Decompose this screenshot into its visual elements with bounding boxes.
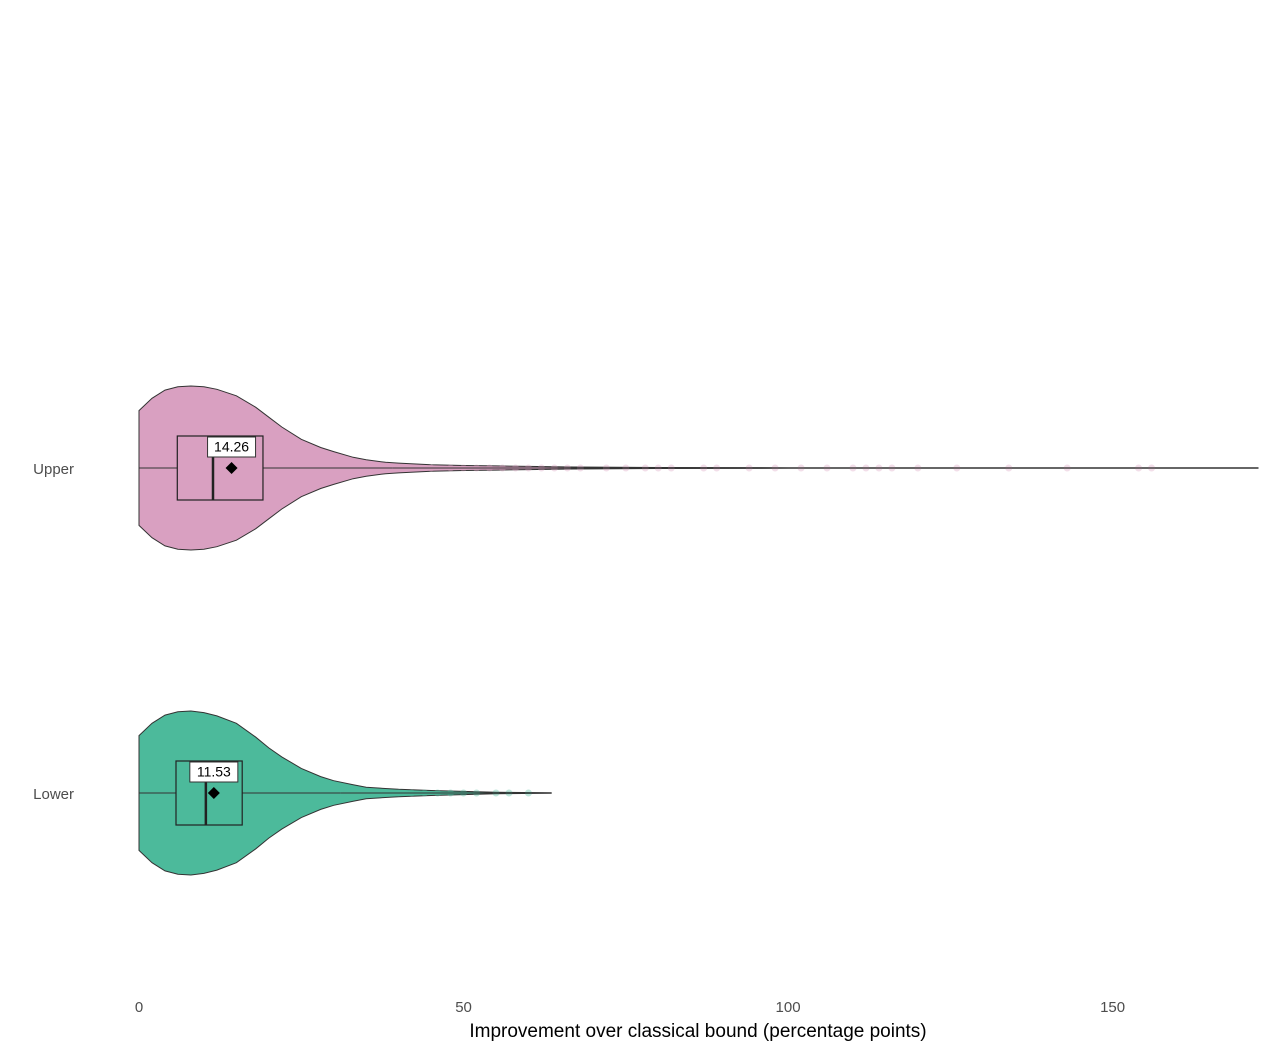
y-tick-label: Lower xyxy=(33,786,74,803)
x-tick-label: 0 xyxy=(135,999,143,1016)
mean-label: 11.53 xyxy=(197,764,231,780)
mean-marker xyxy=(225,462,238,474)
mean-marker xyxy=(207,787,220,799)
mean-label: 14.26 xyxy=(214,439,249,455)
box xyxy=(175,760,243,826)
y-tick-label: Upper xyxy=(33,461,74,478)
x-tick-label: 50 xyxy=(455,999,472,1016)
mean-label-box xyxy=(189,761,239,783)
mean-label-box xyxy=(207,436,257,458)
box xyxy=(176,435,264,501)
x-tick-label: 100 xyxy=(776,999,801,1016)
x-tick-label: 150 xyxy=(1100,999,1125,1016)
x-axis-title: Improvement over classical bound (percen… xyxy=(469,1021,926,1042)
